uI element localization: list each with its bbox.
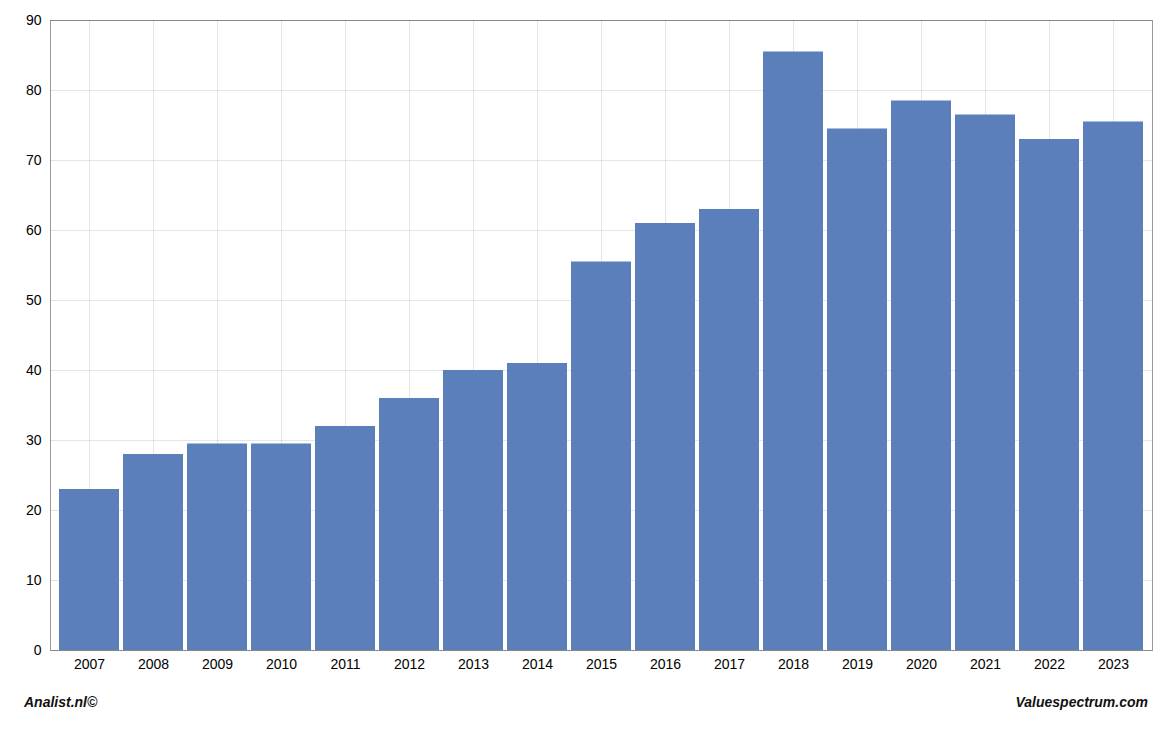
svg-text:2017: 2017	[714, 656, 745, 672]
svg-text:2007: 2007	[74, 656, 105, 672]
svg-text:60: 60	[26, 222, 42, 238]
svg-text:2015: 2015	[586, 656, 617, 672]
html-text:Valuespectrum.com: Valuespectrum.com	[1015, 694, 1148, 710]
svg-text:2013: 2013	[458, 656, 489, 672]
svg-text:10: 10	[26, 572, 42, 588]
svg-text:2022: 2022	[1034, 656, 1065, 672]
svg-text:2009: 2009	[202, 656, 233, 672]
svg-text:2008: 2008	[138, 656, 169, 672]
svg-text:0: 0	[34, 642, 42, 658]
svg-text:50: 50	[26, 292, 42, 308]
svg-text:20: 20	[26, 502, 42, 518]
svg-text:2020: 2020	[906, 656, 937, 672]
svg-text:90: 90	[26, 12, 42, 28]
svg-text:2021: 2021	[970, 656, 1001, 672]
svg-text:2010: 2010	[266, 656, 297, 672]
svg-text:80: 80	[26, 82, 42, 98]
svg-text:2012: 2012	[394, 656, 425, 672]
svg-text:70: 70	[26, 152, 42, 168]
svg-text:2016: 2016	[650, 656, 681, 672]
svg-text:2018: 2018	[778, 656, 809, 672]
html-text:Analist.nl©: Analist.nl©	[24, 694, 98, 710]
svg-text:2019: 2019	[842, 656, 873, 672]
svg-text:2011: 2011	[330, 656, 360, 672]
svg-text:2023: 2023	[1098, 656, 1129, 672]
svg-text:40: 40	[26, 362, 42, 378]
svg-text:30: 30	[26, 432, 42, 448]
svg-text:2014: 2014	[522, 656, 553, 672]
